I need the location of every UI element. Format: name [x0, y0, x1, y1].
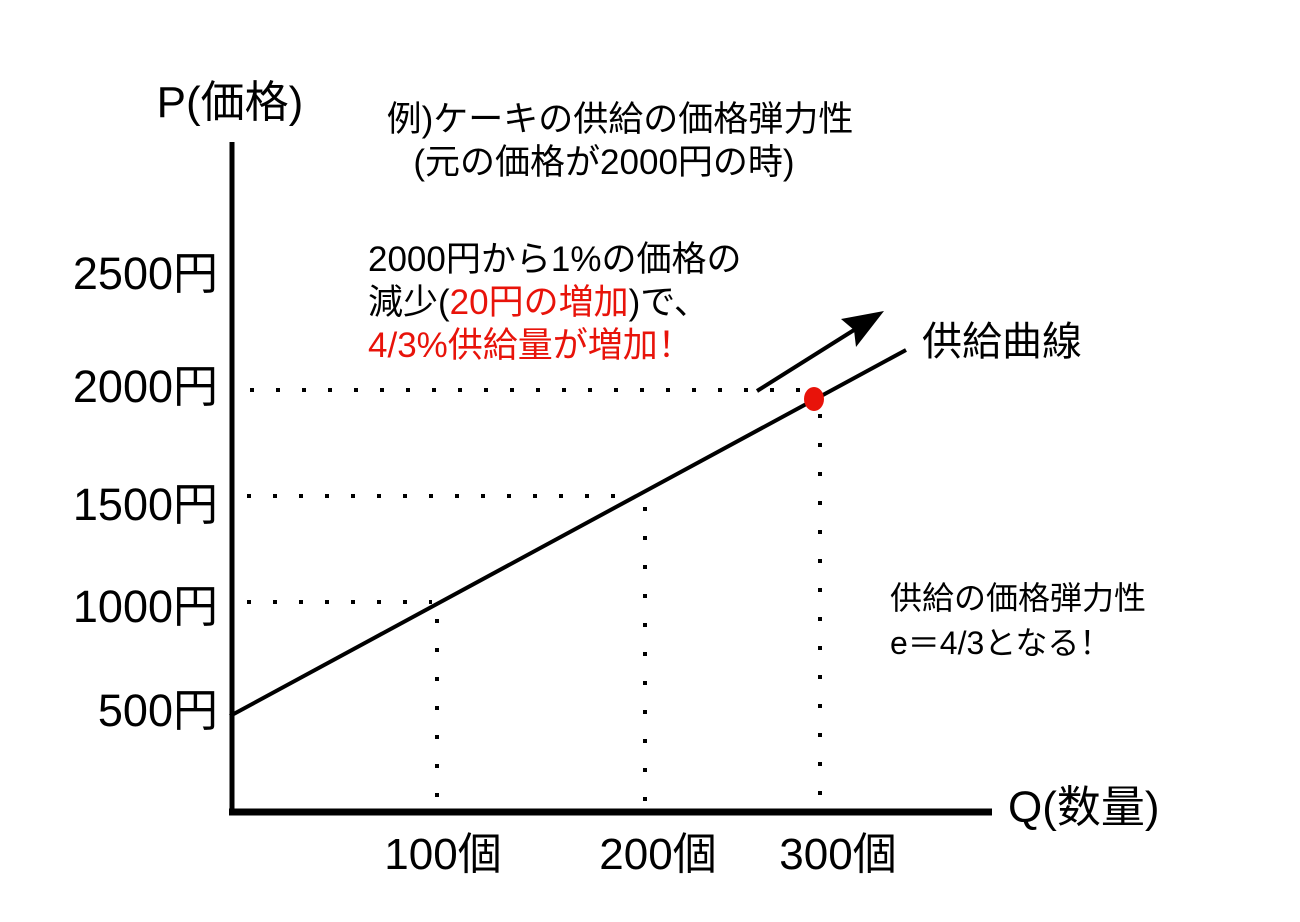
highlight-point — [804, 387, 824, 411]
arrow-head-icon — [841, 311, 884, 347]
y-tick-2500: 2500円 — [73, 248, 218, 299]
y-tick-1000: 1000円 — [73, 581, 218, 632]
supply-curve-line — [229, 348, 907, 718]
elasticity-note-line1: 供給の価格弾力性 — [890, 580, 1146, 616]
annotation-line2-pre: 減少( — [368, 283, 450, 322]
annotation-line1: 2000円から1%の価格の — [368, 240, 741, 279]
arrow-shaft — [755, 323, 864, 393]
annotation-line2: 減少(20円の増加)で、 — [368, 283, 709, 322]
x-axis-title: Q(数量) — [1008, 783, 1160, 832]
annotation-line3: 4/3%供給量が増加！ — [368, 326, 693, 365]
elasticity-note-line2: e＝4/3となる！ — [890, 625, 1111, 661]
chart-title-line1: 例)ケーキの供給の価格弾力性 — [387, 100, 854, 139]
annotation-line2-post: )で、 — [629, 283, 709, 322]
annotation-block: 2000円から1%の価格の 減少(20円の増加)で、 4/3%供給量が増加！ — [368, 240, 741, 365]
elasticity-note: 供給の価格弾力性 e＝4/3となる！ — [890, 580, 1146, 661]
x-tick-labels: 100個 200個 300個 — [384, 830, 896, 879]
y-tick-1500: 1500円 — [73, 479, 218, 530]
y-tick-500: 500円 — [98, 685, 218, 736]
x-tick-100: 100個 — [384, 830, 501, 879]
y-tick-2000: 2000円 — [73, 361, 218, 412]
direction-arrow — [755, 311, 884, 393]
x-tick-300: 300個 — [779, 830, 896, 879]
y-axis-title: P(価格) — [157, 78, 304, 127]
y-tick-labels: 2500円 2000円 1500円 1000円 500円 — [73, 248, 218, 736]
axes — [229, 142, 992, 816]
chart-title-line2: (元の価格が2000円の時) — [413, 143, 794, 182]
annotation-line2-red: 20円の増加 — [450, 283, 629, 322]
dotted-guides — [247, 388, 822, 809]
supply-curve-label: 供給曲線 — [922, 320, 1082, 364]
x-tick-200: 200個 — [599, 830, 716, 879]
